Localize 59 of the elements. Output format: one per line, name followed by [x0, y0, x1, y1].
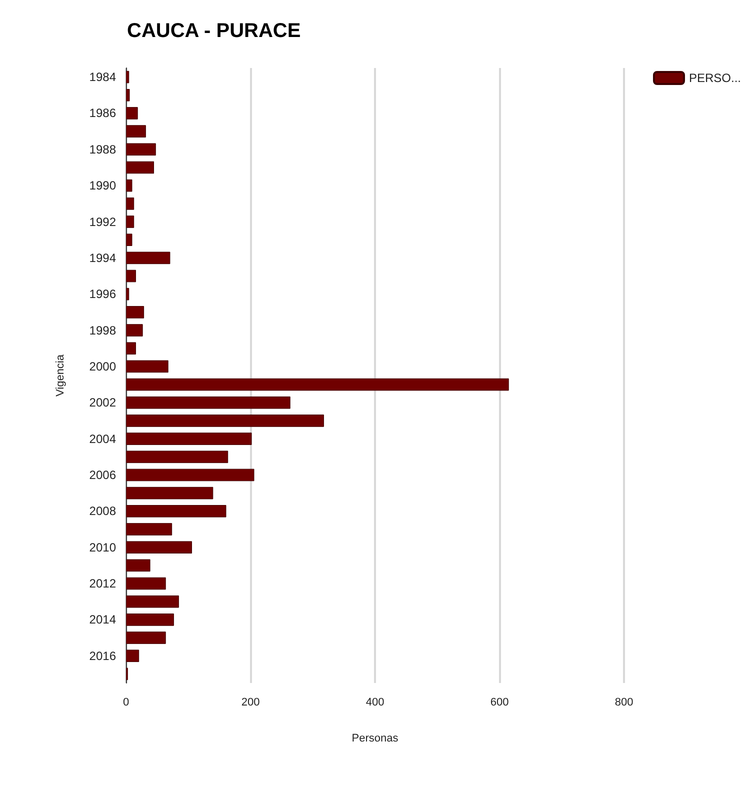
- bar: [126, 432, 252, 445]
- bar: [126, 161, 154, 174]
- bar: [126, 143, 156, 156]
- x-tick-label: 800: [614, 696, 634, 708]
- y-tick-label: 2014: [89, 612, 116, 627]
- y-axis-title: Vigencia: [54, 354, 66, 396]
- bar: [126, 523, 172, 536]
- y-tick-label: 2004: [89, 432, 116, 446]
- bar: [126, 577, 166, 590]
- bar: [126, 468, 254, 482]
- chart-title: CAUCA - PURACE: [127, 20, 301, 42]
- x-tick-label: 0: [122, 696, 130, 708]
- y-tick-label: 1994: [89, 250, 116, 265]
- bar: [126, 234, 132, 246]
- bar: [126, 198, 134, 210]
- y-tick-label: 1998: [89, 323, 116, 338]
- y-tick-label: 2016: [89, 648, 116, 663]
- bar: [126, 324, 143, 336]
- y-tick-label: 2002: [89, 396, 116, 410]
- x-tick-label: 200: [241, 696, 260, 708]
- bar: [126, 306, 144, 318]
- y-tick-label: 1986: [89, 106, 116, 120]
- x-axis-title: Personas: [352, 732, 399, 744]
- x-tick-label: 600: [490, 696, 509, 708]
- legend-label: PERSO...: [688, 71, 741, 85]
- bar: [126, 288, 130, 300]
- bar: [126, 396, 290, 409]
- bar: [126, 632, 166, 644]
- y-tick-label: 1996: [89, 287, 116, 302]
- y-tick-label: 2006: [89, 468, 116, 482]
- bar: [126, 70, 130, 84]
- bar: [126, 360, 168, 373]
- y-tick-label: 1990: [89, 178, 116, 193]
- bar: [126, 342, 136, 355]
- bar: [126, 179, 132, 192]
- bar: [126, 414, 324, 427]
- bar: [126, 614, 174, 626]
- x-tick-label: 400: [366, 696, 384, 708]
- y-tick-label: 1984: [89, 70, 116, 84]
- bar: [126, 450, 228, 464]
- bar: [126, 378, 509, 391]
- bar: [126, 270, 136, 282]
- bar: [126, 486, 214, 500]
- bar: [126, 125, 146, 138]
- y-tick-label: 2012: [89, 576, 116, 591]
- bar: [126, 595, 179, 608]
- bar: [126, 650, 140, 662]
- y-tick-label: 1988: [89, 142, 116, 156]
- bar: [126, 107, 138, 120]
- y-tick-label: 2010: [89, 540, 116, 554]
- bar: [126, 541, 192, 554]
- y-tick-label: 2000: [89, 359, 116, 374]
- bar: [126, 88, 130, 102]
- bar: [126, 505, 226, 518]
- bar: [126, 216, 134, 228]
- y-tick-label: 1992: [89, 214, 116, 229]
- bar: [126, 559, 150, 572]
- bar: [126, 252, 170, 264]
- y-tick-label: 2008: [89, 504, 116, 518]
